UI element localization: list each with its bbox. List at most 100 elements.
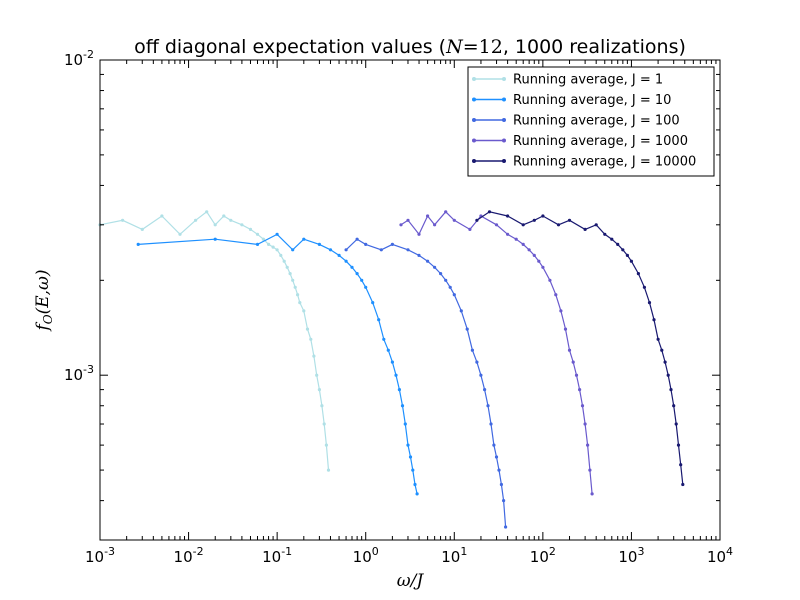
data-point [439,272,443,276]
data-point [621,248,625,252]
data-point [487,210,492,214]
data-point [674,422,678,426]
data-point [140,227,144,231]
data-point [293,285,297,289]
y-axis-label-text: fO(E,ω) [33,269,55,332]
legend-marker [502,138,506,143]
data-point [483,388,487,392]
series-line-3 [345,238,507,528]
data-point [271,245,275,249]
data-point [465,327,469,331]
data-point [296,293,300,297]
data-point [408,455,413,459]
data-point [194,218,198,222]
data-point [444,210,448,214]
legend-marker [502,77,506,81]
data-point [411,468,415,472]
data-point [261,237,265,241]
data-point [322,422,326,426]
data-point [470,348,474,352]
data-point [305,327,310,331]
data-point [302,237,306,241]
series-line-1 [99,210,330,471]
data-point [652,318,656,322]
data-point [556,223,561,227]
y-tick-label: 10-3 [64,363,94,384]
legend-box [467,66,715,177]
data-point [317,242,321,246]
data-point [559,309,563,313]
data-point [647,301,652,305]
data-point [666,373,670,377]
data-point [364,285,368,289]
data-point [629,259,634,263]
data-point [527,248,531,252]
data-point [479,373,483,377]
data-point [315,373,319,377]
data-point [563,327,568,331]
data-point [355,237,359,241]
legend-marker [472,77,476,81]
data-point [426,259,430,263]
data-point [403,422,407,426]
data-point [390,242,394,246]
data-point [489,422,493,426]
data-point [583,227,587,231]
data-point [178,232,182,236]
data-point [386,348,390,352]
data-point [417,232,421,236]
data-point [248,227,253,231]
data-point [240,223,244,227]
data-point [394,373,398,377]
legend-marker [472,97,476,102]
data-point [494,455,499,459]
axis-ticks: 10-3 10-2 10-1 100 101 102 103 104 10-3 10-2 [64,48,733,566]
data-point [610,237,614,241]
data-point [504,525,508,529]
x-tick-label: 101 [441,545,467,566]
legend-label-3: Running average, J = 100 [513,114,680,129]
data-point [537,259,541,263]
data-point [291,278,295,282]
data-point [642,285,647,289]
legend: Running average, J = 1 Running average, J… [467,66,715,177]
plot-frame [99,59,721,541]
data-point [320,404,324,408]
data-point [588,468,592,472]
legend-label-1: Running average, J = 1 [513,73,663,88]
series-group [98,210,685,529]
data-point [578,388,582,392]
data-point [324,443,328,447]
legend-marker [472,118,476,122]
data-point [364,242,368,246]
data-point [399,223,403,227]
data-point [309,337,313,341]
data-point [492,443,496,447]
data-point [255,242,260,246]
data-point [267,242,271,246]
legend-marker [502,159,506,163]
legend-label-4: Running average, J = 1000 [513,134,688,149]
data-point [344,259,348,263]
data-point [302,309,306,313]
data-point [255,232,260,236]
data-point [594,223,598,227]
data-point [213,223,217,227]
legend-label-2: Running average, J = 10 [513,93,671,108]
data-point [160,214,164,218]
data-point [663,360,667,364]
data-point [205,210,209,214]
chart-title-text: off diagonal expectation values (N=12, 1… [134,36,686,58]
legend-marker [472,138,476,143]
data-point [275,232,279,236]
data-point [397,388,401,392]
data-point [433,223,437,227]
y-tick-label: 10-2 [64,48,94,69]
data-point [448,285,452,289]
data-point [532,253,536,257]
legend-label-5: Running average, J = 10000 [513,155,696,170]
data-point [681,482,685,487]
data-point [406,248,410,252]
data-point [616,242,620,246]
